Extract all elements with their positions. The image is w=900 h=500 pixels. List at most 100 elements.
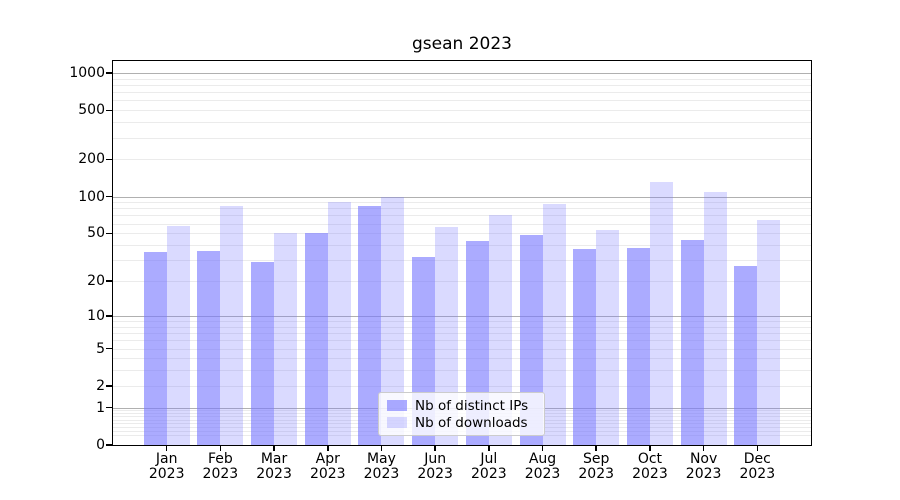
x-tick-month: Jun [424,451,447,467]
minor-gridline [113,110,811,112]
minor-gridline [113,321,811,323]
x-tick-mark [273,446,275,451]
minor-gridline [113,245,811,247]
x-tick-label: Jul 2023 [459,452,519,482]
y-tick-label: 10 [87,307,105,324]
x-tick-month: Sep [583,451,610,467]
minor-gridline [113,159,811,161]
minor-gridline [113,340,811,342]
bar-distinct-ips [304,233,328,445]
x-tick-mark [649,446,651,451]
minor-gridline [113,358,811,360]
minor-gridline [113,85,811,86]
x-tick-year: 2023 [578,466,615,482]
x-tick-year: 2023 [417,466,453,482]
x-tick-label: Feb 2023 [190,452,250,482]
bar-distinct-ips [197,250,221,445]
y-tick-mark [106,444,112,446]
bar-downloads [274,233,298,445]
x-tick-mark [165,446,168,451]
x-tick-year: 2023 [309,466,346,482]
x-tick-label: Jun 2023 [405,452,465,482]
minor-gridline [113,348,811,350]
x-tick-month: Jan [155,451,178,467]
y-tick-mark [106,195,112,198]
major-gridline [113,196,811,198]
x-tick-month: Nov [689,451,718,467]
legend-item-distinct-ips: Nb of distinct IPs [387,397,536,414]
bar-downloads [649,182,673,445]
minor-gridline [113,370,811,372]
x-tick-mark [595,446,597,451]
legend: Nb of distinct IPs Nb of downloads [378,392,545,436]
y-tick-label: 100 [78,188,105,205]
bar-downloads [488,215,512,445]
minor-gridline [113,281,811,283]
bar-downloads [166,226,190,445]
x-tick-year: 2023 [202,466,239,482]
minor-gridline [113,100,811,102]
bar-distinct-ips [734,265,758,445]
x-tick-label: Aug 2023 [513,452,573,482]
y-tick-mark [106,347,112,350]
legend-swatch-distinct-ips [387,400,407,411]
x-tick-year: 2023 [363,466,400,482]
y-tick-mark [106,72,112,74]
y-tick-mark [106,280,112,282]
minor-gridline [113,326,811,328]
x-tick-label: Nov 2023 [674,452,734,482]
x-tick-month: Dec [743,451,771,467]
legend-label-downloads: Nb of downloads [415,414,528,431]
x-tick-mark [702,446,705,451]
y-tick-label: 1000 [69,65,105,81]
x-tick-mark [541,446,544,451]
legend-label-distinct-ips: Nb of distinct IPs [415,397,529,414]
x-tick-mark [219,446,222,451]
minor-gridline [113,137,811,139]
minor-gridline [113,215,811,217]
x-tick-label: Dec 2023 [727,452,787,482]
x-tick-label: May 2023 [351,452,411,482]
x-tick-year: 2023 [471,466,507,482]
x-tick-label: Jan 2023 [137,452,197,482]
x-tick-year: 2023 [632,466,668,482]
y-tick-label: 20 [87,273,105,290]
bar-downloads [757,220,781,445]
minor-gridline [113,92,811,94]
y-tick-mark [106,109,112,112]
minor-gridline [113,385,811,387]
y-tick-mark [106,385,112,387]
y-tick-label: 1 [96,399,105,416]
y-tick-label: 5 [96,340,105,357]
x-tick-mark [327,446,329,451]
bar-distinct-ips [251,261,275,445]
x-tick-month: Oct [637,451,663,467]
x-tick-month: Mar [260,451,288,467]
x-tick-month: Jul [480,451,498,467]
y-tick-label: 2 [96,377,105,394]
bar-distinct-ips [358,205,382,445]
x-tick-month: Apr [315,451,340,467]
minor-gridline [113,78,811,80]
x-tick-year: 2023 [739,466,776,482]
x-tick-label: Sep 2023 [566,452,626,482]
x-tick-month: Aug [528,451,557,467]
x-tick-mark [434,446,436,451]
bar-downloads [220,206,244,445]
x-tick-year: 2023 [685,466,722,482]
x-tick-label: Apr 2023 [298,452,358,482]
minor-gridline [113,333,811,335]
x-tick-label: Oct 2023 [620,452,680,482]
bar-downloads [542,203,566,445]
x-tick-year: 2023 [148,466,185,482]
bar-distinct-ips [626,247,650,445]
bar-downloads [327,202,351,445]
minor-gridline [113,208,811,210]
minor-gridline [113,260,811,262]
x-tick-mark [380,446,383,451]
x-tick-mark [488,446,490,451]
bar-distinct-ips [573,249,597,445]
y-tick-label: 0 [96,437,105,453]
y-tick-mark [106,315,112,317]
